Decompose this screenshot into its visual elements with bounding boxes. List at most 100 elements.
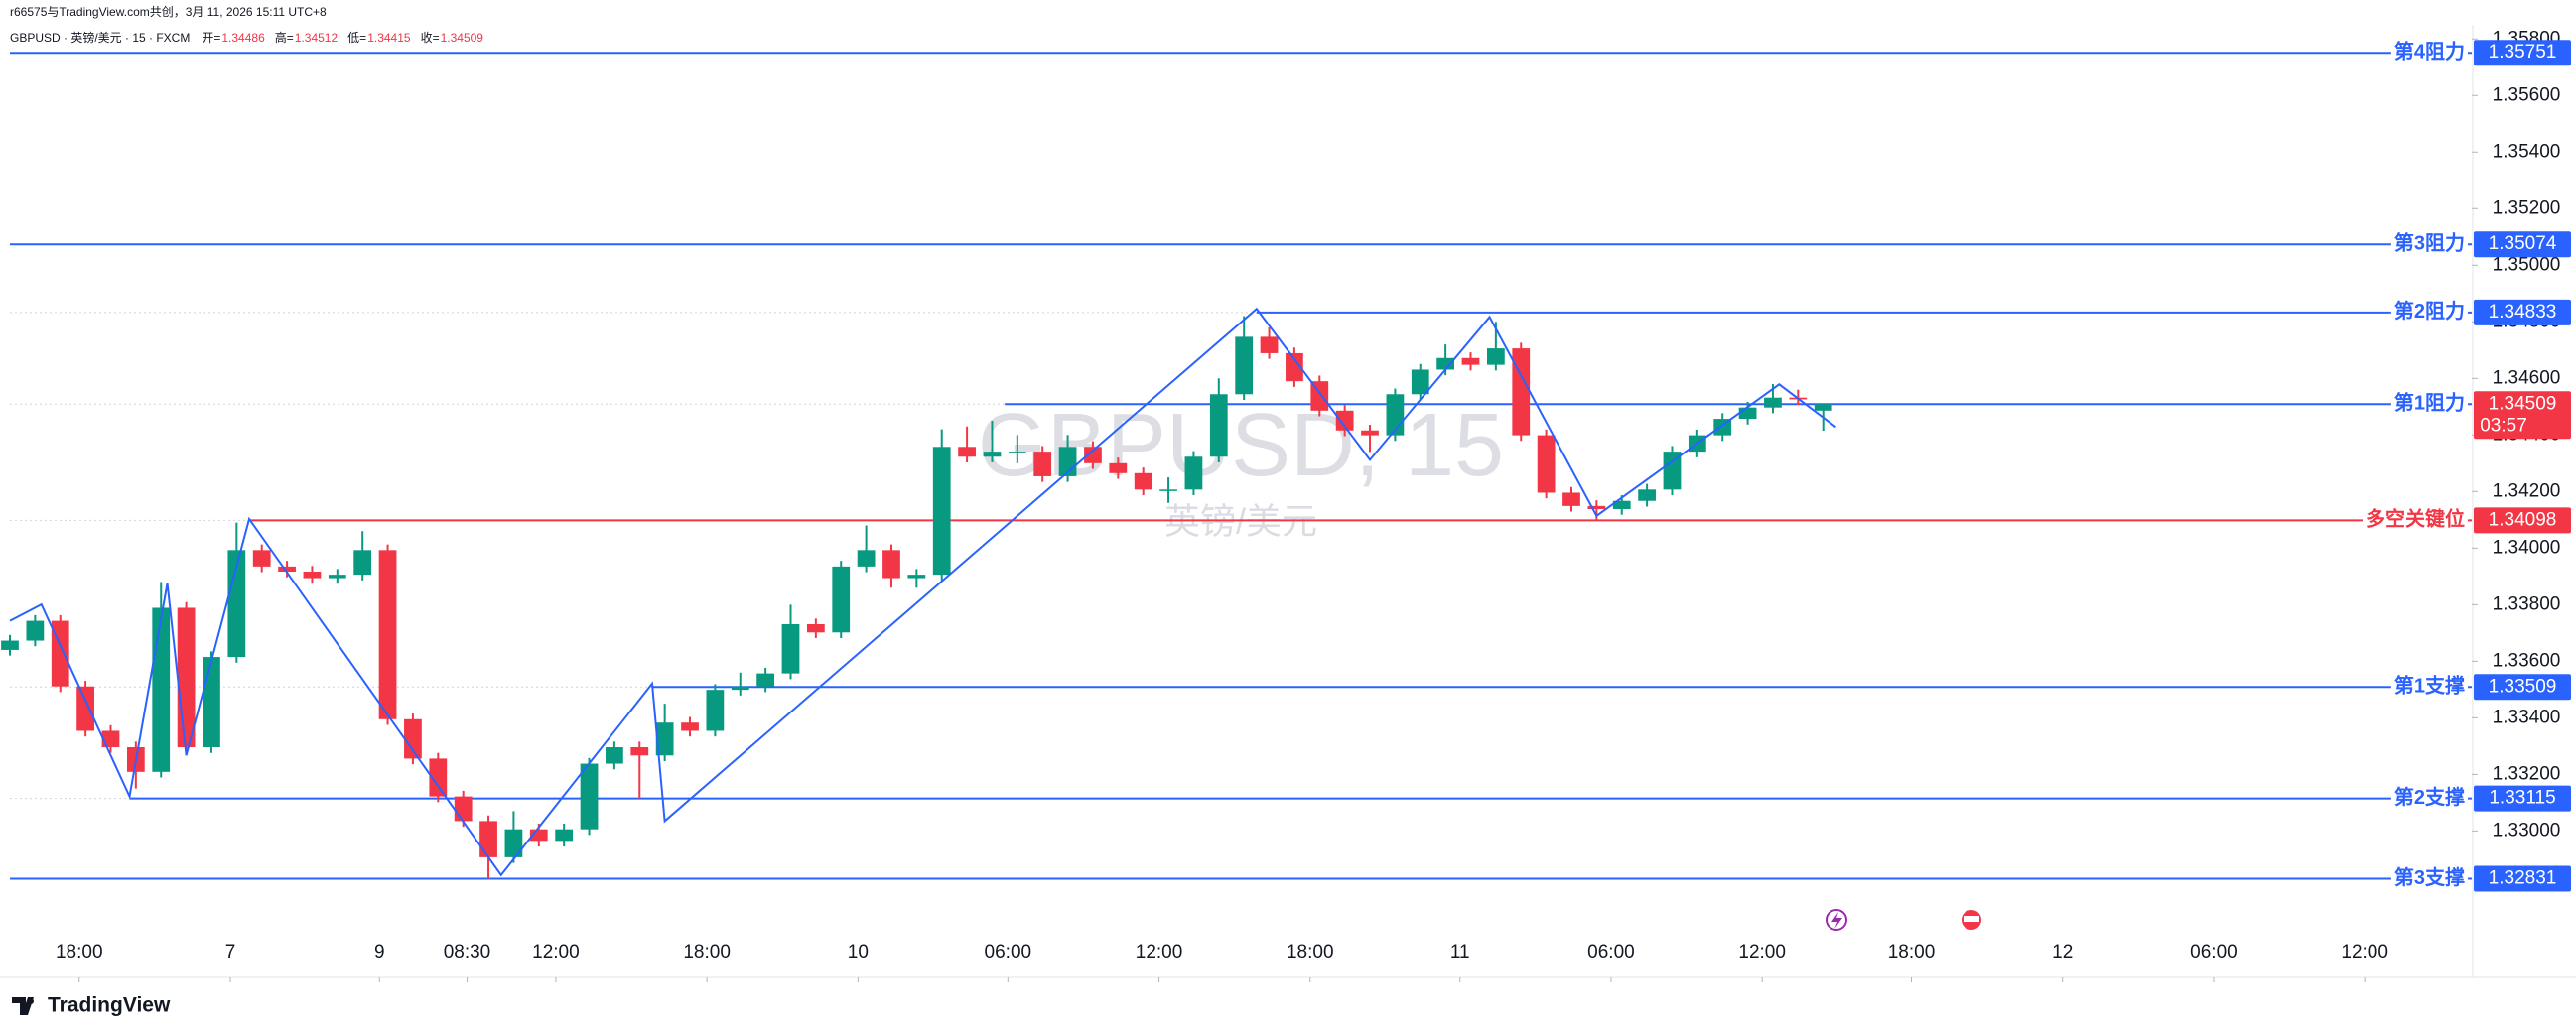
x-tick-label: 12:00	[1136, 942, 1183, 963]
level-label: 第3阻力	[2394, 230, 2465, 254]
price-box-label: 1.35751	[2489, 42, 2557, 63]
candle-body	[756, 673, 775, 687]
price-box-label: 1.33509	[2489, 676, 2557, 697]
x-tick-label: 9	[374, 942, 385, 963]
price-box	[2474, 785, 2571, 812]
candle-body	[706, 690, 725, 731]
candle-body	[429, 758, 448, 797]
candle-body	[479, 821, 497, 857]
candle-body	[580, 763, 599, 830]
candle-body	[1512, 348, 1531, 436]
level-label-bg	[2390, 865, 2468, 892]
candle-body	[1335, 410, 1354, 431]
candle-body	[907, 575, 926, 579]
candle-body	[529, 829, 548, 842]
price-box-label: 1.34509	[2489, 393, 2557, 414]
x-tick-label: 06:00	[1587, 942, 1635, 963]
plot: 1.358001.356001.354001.352001.350001.348…	[1, 28, 2571, 982]
candle-body	[404, 718, 422, 759]
x-tick-label: 08:30	[444, 942, 491, 963]
candle-body	[1159, 489, 1177, 491]
x-tick-label: 06:00	[985, 942, 1032, 963]
candle-body	[1411, 369, 1429, 395]
level-label-bg	[2363, 507, 2468, 534]
candle-body	[1461, 357, 1480, 365]
candle-body	[1361, 430, 1379, 436]
ohlc-label: 开=	[202, 31, 220, 45]
chart-title: GBPUSD · 英镑/美元 · 15 · FXCM	[10, 30, 190, 45]
price-box	[2474, 231, 2571, 258]
candle-body	[1134, 472, 1152, 490]
level-label: 多空关键位	[2366, 507, 2465, 531]
logo-mark	[28, 998, 34, 1004]
candle-body	[882, 550, 900, 579]
x-tick-label: 06:00	[2190, 942, 2237, 963]
candle-body	[983, 452, 1002, 457]
candle-body	[1260, 336, 1279, 353]
x-tick-label: 12:00	[2341, 942, 2388, 963]
zigzag-line	[9, 307, 1836, 877]
y-tick-label: 1.33600	[2493, 650, 2561, 671]
watermark: GBPUSD, 15	[978, 396, 1504, 495]
level-label: 第2阻力	[2394, 299, 2465, 323]
candle-body	[1033, 452, 1052, 476]
candle-body	[378, 550, 397, 719]
x-tick-label: 12:00	[1738, 942, 1786, 963]
y-tick-label: 1.35400	[2493, 141, 2561, 162]
candle-body	[1537, 435, 1556, 493]
level-label: 第1支撑	[2394, 674, 2465, 698]
candle-body	[227, 550, 246, 658]
price-box	[2474, 40, 2571, 66]
y-tick-label: 1.35200	[2493, 197, 2561, 218]
flag-icon	[1964, 916, 1979, 922]
price-box-label: 1.34833	[2489, 302, 2557, 323]
price-box-label: 1.33115	[2489, 788, 2555, 809]
x-tick-label: 18:00	[1888, 942, 1936, 963]
level-label-bg	[2390, 231, 2468, 258]
candle-body	[1562, 492, 1580, 506]
price-box	[2474, 391, 2571, 440]
price-box-label: 1.35074	[2489, 233, 2557, 254]
candle-body	[1235, 336, 1254, 395]
y-tick-label: 1.33400	[2493, 707, 2561, 727]
y-tick-label: 1.34600	[2493, 367, 2561, 388]
candle-body	[1, 640, 19, 650]
y-tick-label: 1.35000	[2493, 254, 2561, 275]
chart-subtitle: r66575与TradingView.com共创，3月 11, 2026 15:…	[10, 5, 327, 19]
ohlc-value: 1.34415	[367, 31, 411, 45]
event-icons	[1826, 909, 1981, 931]
x-tick-label: 18:00	[56, 942, 103, 963]
candle-body	[504, 829, 523, 857]
y-tick-label: 1.35600	[2493, 84, 2561, 105]
candle-body	[101, 730, 120, 748]
ohlc-label: 收=	[421, 31, 440, 45]
candle-body	[1008, 452, 1026, 453]
y-tick-label: 1.34200	[2493, 480, 2561, 501]
x-tick-label: 18:00	[1287, 942, 1334, 963]
level-label: 第1阻力	[2394, 391, 2465, 415]
candle-body	[203, 657, 220, 748]
candle-body	[1738, 407, 1757, 420]
level-label-bg	[2390, 40, 2468, 66]
ohlc-value: 1.34512	[295, 31, 339, 45]
candle-body	[303, 571, 322, 579]
candle-body	[681, 722, 699, 731]
candle-body	[606, 747, 623, 764]
candle-body	[26, 620, 45, 641]
x-tick-label: 12:00	[532, 942, 580, 963]
candle-body	[1184, 456, 1203, 490]
event-icon	[1831, 912, 1842, 929]
logo: TradingView	[12, 994, 171, 1017]
candle-body	[1638, 489, 1656, 501]
candle-body	[328, 575, 346, 579]
x-tick-label: 18:00	[683, 942, 731, 963]
y-tick-label: 1.33800	[2493, 593, 2561, 614]
candle-body	[1814, 404, 1832, 411]
x-tick-label: 10	[848, 942, 869, 963]
candle-body	[1286, 352, 1303, 382]
ohlc-value: 1.34509	[441, 31, 484, 45]
x-tick-label: 12	[2052, 942, 2073, 963]
candle-body	[958, 447, 976, 457]
